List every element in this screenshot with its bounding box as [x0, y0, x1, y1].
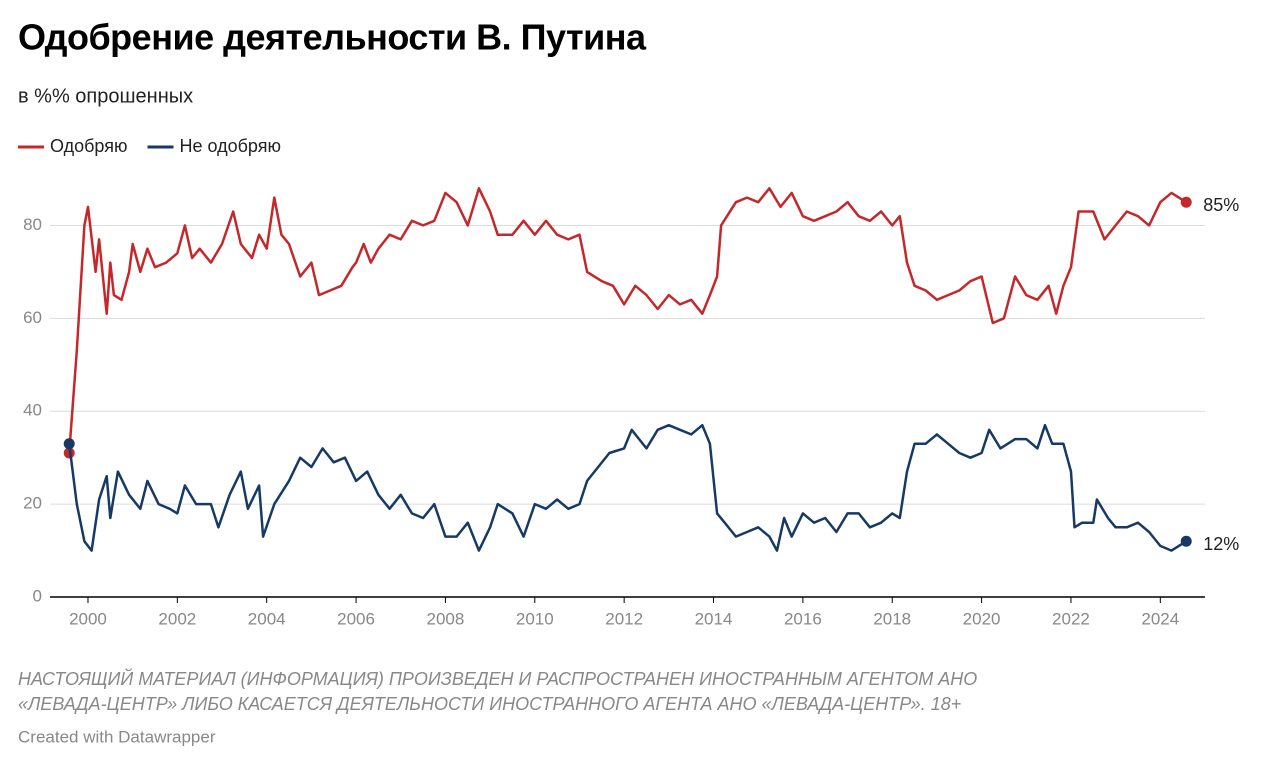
series-line [67, 187, 1187, 454]
y-tick-label: 20 [23, 494, 42, 513]
x-tick-label: 2024 [1141, 609, 1179, 628]
y-tick-label: 80 [23, 215, 42, 234]
end-dot [63, 438, 75, 450]
x-tick-label: 2002 [158, 609, 196, 628]
x-tick-label: 2010 [516, 609, 554, 628]
end-dot [1180, 535, 1192, 547]
x-tick-label: 2008 [427, 609, 465, 628]
y-tick-label: 40 [23, 401, 42, 420]
x-tick-label: 2014 [695, 609, 733, 628]
x-tick-label: 2004 [248, 609, 286, 628]
end-label: 12% [1203, 534, 1239, 554]
note-line: «ЛЕВАДА-ЦЕНТР» ЛИБО КАСАЕТСЯ ДЕЯТЕЛЬНОСТ… [18, 694, 961, 714]
end-dot [1180, 196, 1192, 208]
x-tick-label: 2016 [784, 609, 822, 628]
note-line: НАСТОЯЩИЙ МАТЕРИАЛ (ИНФОРМАЦИЯ) ПРОИЗВЕД… [18, 668, 982, 689]
chart-subtitle: в %% опрошенных [18, 85, 193, 107]
series-line [67, 423, 1187, 552]
y-tick-label: 60 [23, 308, 42, 327]
note: НАСТОЯЩИЙ МАТЕРИАЛ (ИНФОРМАЦИЯ) ПРОИЗВЕД… [18, 668, 982, 714]
x-tick-label: 2020 [963, 609, 1001, 628]
legend-label: Не одобряю [179, 136, 281, 156]
chart-title: Одобрение деятельности В. Путина [18, 17, 647, 58]
legend-label: Одобряю [50, 136, 127, 156]
y-tick-label: 0 [33, 586, 42, 605]
plot-area: 0 20 40 60 80 2000 2002 2004 2006 2008 2010 2012 201… [23, 187, 1239, 628]
credit: Created with Datawrapper [18, 727, 216, 746]
x-tick-label: 2006 [337, 609, 375, 628]
legend: Одобряю Не одобряю [18, 136, 281, 156]
x-tick-label: 2000 [69, 609, 107, 628]
x-tick-label: 2012 [605, 609, 643, 628]
x-tick-label: 2018 [873, 609, 911, 628]
end-label: 85% [1203, 195, 1239, 215]
x-tick-label: 2022 [1052, 609, 1090, 628]
